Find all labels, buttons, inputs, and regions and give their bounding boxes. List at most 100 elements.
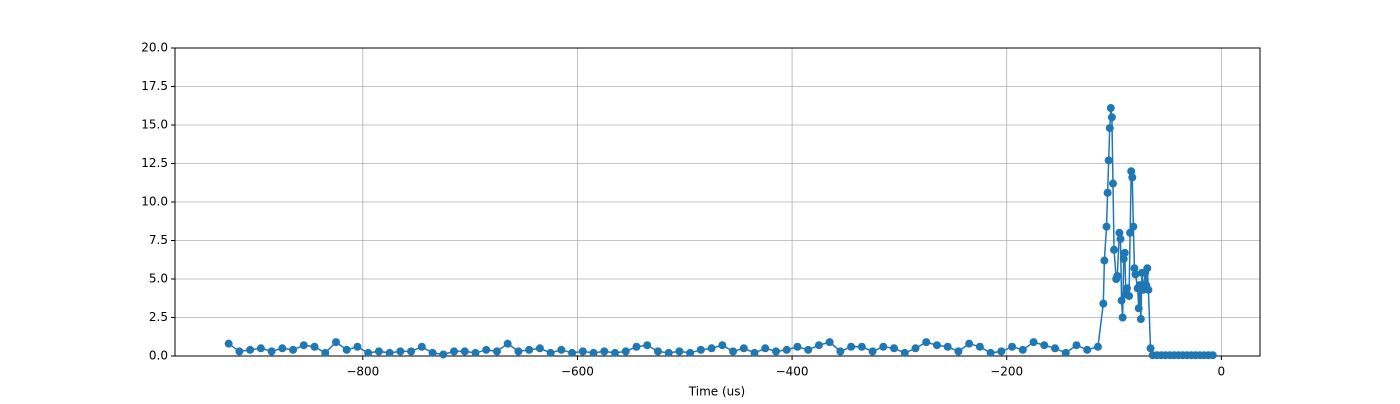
data-point bbox=[396, 347, 405, 356]
data-point bbox=[321, 348, 330, 357]
data-point bbox=[600, 347, 609, 356]
data-point bbox=[632, 342, 641, 351]
data-point bbox=[1120, 248, 1129, 257]
data-point bbox=[1129, 222, 1138, 231]
data-point bbox=[514, 347, 523, 356]
data-point bbox=[1208, 351, 1217, 360]
data-point bbox=[761, 344, 770, 353]
data-point bbox=[771, 347, 780, 356]
data-point bbox=[686, 348, 695, 357]
x-tick-label: −400 bbox=[776, 365, 809, 379]
data-point bbox=[342, 345, 351, 354]
data-point bbox=[1146, 344, 1155, 353]
data-point bbox=[353, 342, 362, 351]
data-point bbox=[997, 347, 1006, 356]
data-point bbox=[954, 347, 963, 356]
data-point bbox=[782, 345, 791, 354]
data-point bbox=[1127, 167, 1136, 176]
data-point bbox=[965, 339, 974, 348]
data-point bbox=[546, 348, 555, 357]
data-point bbox=[975, 342, 984, 351]
data-point bbox=[1118, 313, 1127, 322]
data-point bbox=[814, 341, 823, 350]
y-tick-label: 0.0 bbox=[149, 349, 168, 363]
data-point bbox=[1122, 284, 1131, 293]
data-point bbox=[256, 344, 265, 353]
data-point bbox=[310, 342, 319, 351]
data-point bbox=[1107, 113, 1116, 122]
data-point bbox=[1106, 104, 1115, 113]
data-point bbox=[224, 339, 233, 348]
data-point bbox=[492, 347, 501, 356]
y-tick-label: 17.5 bbox=[141, 79, 168, 93]
data-point bbox=[621, 347, 630, 356]
data-point bbox=[911, 344, 920, 353]
data-point bbox=[578, 347, 587, 356]
data-point bbox=[471, 348, 480, 357]
data-point bbox=[460, 347, 469, 356]
data-point bbox=[1102, 222, 1111, 231]
data-point bbox=[1110, 245, 1119, 254]
x-tick-label: −200 bbox=[990, 365, 1023, 379]
data-point bbox=[439, 350, 448, 359]
data-point bbox=[1051, 344, 1060, 353]
y-tick-label: 2.5 bbox=[149, 310, 168, 324]
data-point bbox=[1083, 345, 1092, 354]
data-point bbox=[664, 348, 673, 357]
data-point bbox=[482, 345, 491, 354]
data-point bbox=[1093, 342, 1102, 351]
data-point bbox=[299, 341, 308, 350]
data-point bbox=[1113, 271, 1122, 280]
data-point bbox=[900, 348, 909, 357]
y-tick-label: 12.5 bbox=[141, 156, 168, 170]
data-point bbox=[589, 348, 598, 357]
data-point bbox=[750, 348, 759, 357]
data-point bbox=[804, 345, 813, 354]
data-point bbox=[1018, 345, 1027, 354]
data-point bbox=[374, 347, 383, 356]
data-point bbox=[932, 341, 941, 350]
data-point bbox=[246, 345, 255, 354]
data-point bbox=[364, 348, 373, 357]
data-point bbox=[643, 341, 652, 350]
plot-frame bbox=[174, 47, 1261, 357]
x-tick-label: −800 bbox=[346, 365, 379, 379]
data-point bbox=[1108, 179, 1117, 188]
data-point bbox=[535, 344, 544, 353]
data-point bbox=[407, 347, 416, 356]
data-point bbox=[1117, 296, 1126, 305]
data-point bbox=[707, 344, 716, 353]
data-point bbox=[525, 345, 534, 354]
data-point bbox=[879, 342, 888, 351]
data-point bbox=[836, 347, 845, 356]
data-point bbox=[289, 345, 298, 354]
y-tick-label: 5.0 bbox=[149, 272, 168, 286]
data-point bbox=[847, 342, 856, 351]
data-point bbox=[825, 338, 834, 347]
data-point bbox=[1128, 173, 1137, 182]
data-point bbox=[868, 347, 877, 356]
data-point bbox=[503, 339, 512, 348]
data-point bbox=[1116, 234, 1125, 243]
x-axis-label: Time (us) bbox=[688, 385, 745, 399]
data-point bbox=[385, 348, 394, 357]
data-point bbox=[1131, 270, 1140, 279]
data-point bbox=[1126, 228, 1135, 237]
x-tick-label: −600 bbox=[561, 365, 594, 379]
data-point bbox=[235, 347, 244, 356]
data-point bbox=[1143, 264, 1152, 273]
data-point bbox=[568, 348, 577, 357]
data-point bbox=[331, 338, 340, 347]
data-point bbox=[1104, 156, 1113, 165]
data-point bbox=[1100, 256, 1109, 265]
data-point bbox=[857, 342, 866, 351]
y-tick-label: 20.0 bbox=[141, 41, 168, 55]
x-tick-label: 0 bbox=[1218, 365, 1226, 379]
data-point bbox=[729, 347, 738, 356]
data-point bbox=[739, 344, 748, 353]
data-point bbox=[922, 338, 931, 347]
data-point bbox=[450, 347, 459, 356]
data-point bbox=[611, 348, 620, 357]
